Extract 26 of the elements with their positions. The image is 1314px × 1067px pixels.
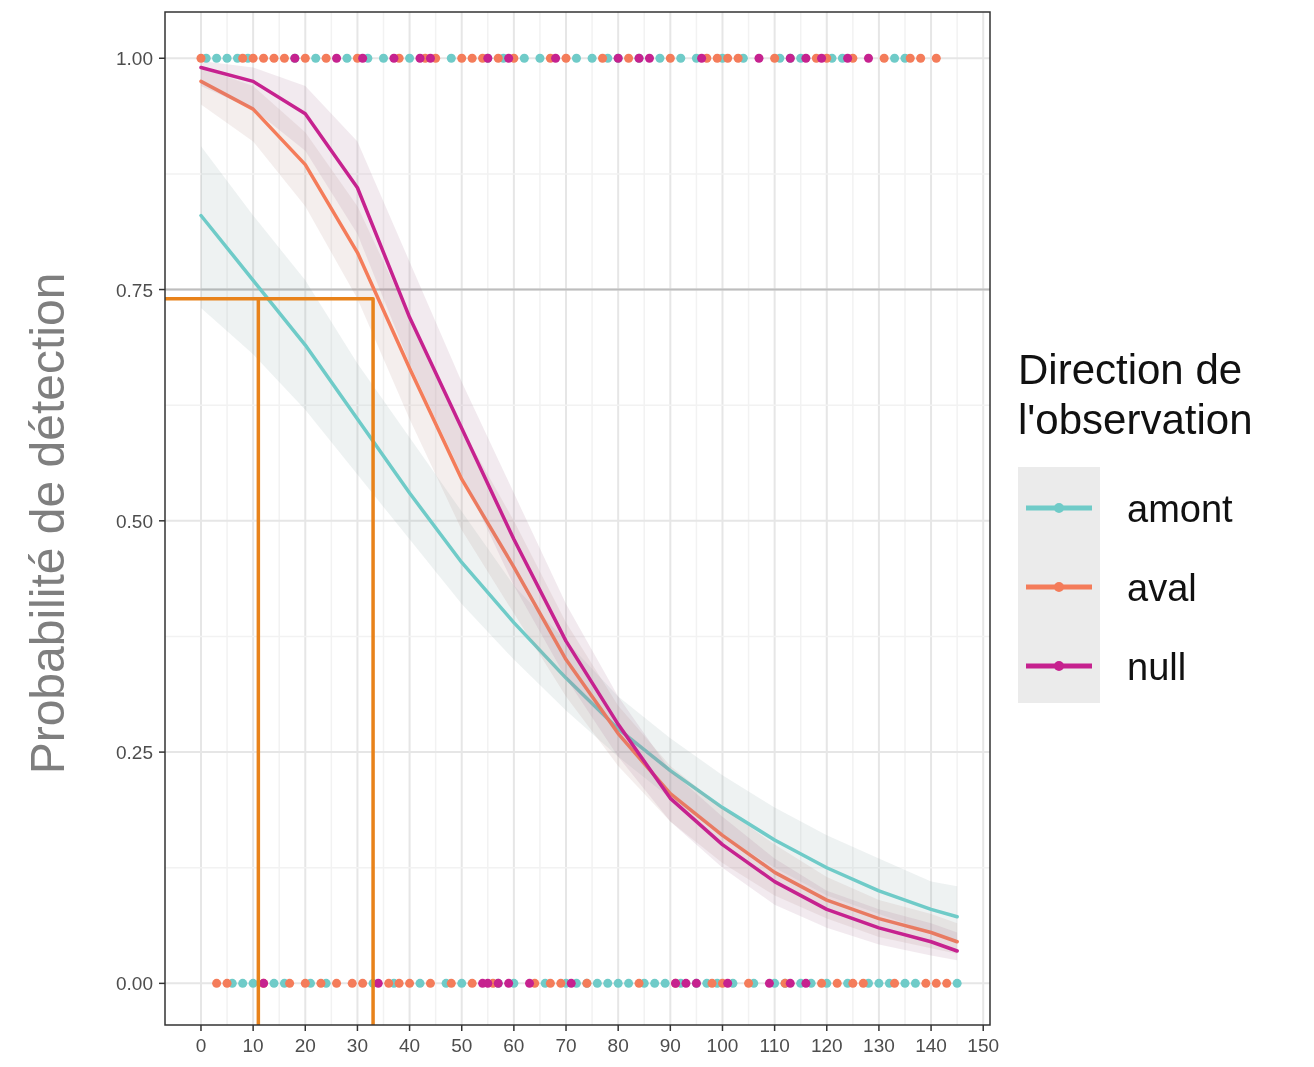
y-tick-label: 1.00 — [116, 48, 153, 70]
x-tick-label: 0 — [195, 1035, 207, 1056]
legend-label: amont — [1127, 488, 1234, 530]
x-tick-label: 50 — [451, 1035, 473, 1056]
legend-title: Direction de l'observation — [1018, 346, 1253, 443]
x-tick-label: 100 — [706, 1035, 739, 1056]
legend-label: aval — [1127, 567, 1197, 609]
x-tick-label: 60 — [503, 1035, 525, 1056]
x-tick-label: 130 — [863, 1035, 895, 1056]
y-axis-title: Probabilité de détection — [21, 272, 74, 775]
y-tick-label: 0.50 — [116, 510, 153, 532]
y-tick-label: 0.25 — [116, 742, 153, 764]
x-tick-label: 150 — [967, 1035, 1000, 1056]
x-tick-label: 30 — [346, 1035, 368, 1056]
y-tick-label: 0.75 — [116, 279, 153, 301]
y-tick-label: 0.00 — [116, 973, 153, 995]
x-tick-label: 80 — [607, 1035, 629, 1056]
x-tick-label: 10 — [242, 1035, 264, 1056]
x-tick-label: 110 — [759, 1035, 790, 1056]
x-tick-label: 120 — [810, 1035, 843, 1056]
x-tick-label: 70 — [555, 1035, 577, 1056]
x-tick-label: 90 — [659, 1035, 681, 1056]
legend-label: null — [1127, 646, 1187, 688]
x-tick-label: 140 — [915, 1035, 947, 1056]
x-tick-label: 20 — [294, 1035, 316, 1056]
x-tick-label: 40 — [399, 1035, 421, 1056]
